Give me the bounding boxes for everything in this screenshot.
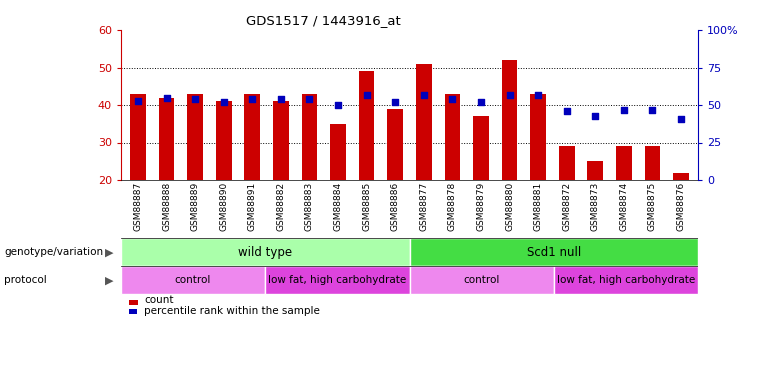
Point: [589, 112, 601, 118]
Bar: [359, 71, 374, 180]
Bar: [159, 98, 175, 180]
Bar: [445, 94, 460, 180]
Bar: [502, 60, 517, 180]
Text: GSM88884: GSM88884: [334, 182, 342, 231]
Bar: [273, 101, 289, 180]
Text: GSM88881: GSM88881: [534, 182, 543, 231]
Bar: [330, 124, 346, 180]
Bar: [554, 266, 698, 294]
Point: [446, 96, 459, 102]
Text: low fat, high carbohydrate: low fat, high carbohydrate: [557, 275, 695, 285]
Text: GSM88885: GSM88885: [362, 182, 371, 231]
Point: [132, 98, 144, 104]
Text: GSM88887: GSM88887: [133, 182, 143, 231]
Point: [218, 99, 230, 105]
Text: wild type: wild type: [238, 246, 292, 259]
Point: [189, 96, 201, 102]
Text: GSM88876: GSM88876: [676, 182, 686, 231]
Bar: [644, 146, 660, 180]
Text: percentile rank within the sample: percentile rank within the sample: [144, 306, 320, 316]
Bar: [587, 161, 603, 180]
Text: control: control: [175, 275, 211, 285]
Point: [303, 96, 316, 102]
Point: [503, 92, 516, 98]
Text: GSM88882: GSM88882: [276, 182, 285, 231]
Text: GSM88872: GSM88872: [562, 182, 571, 231]
Text: GSM88874: GSM88874: [619, 182, 629, 231]
Text: GSM88888: GSM88888: [162, 182, 171, 231]
Bar: [473, 116, 489, 180]
Text: protocol: protocol: [4, 275, 47, 285]
Bar: [187, 94, 203, 180]
Text: GSM88875: GSM88875: [648, 182, 657, 231]
Bar: [416, 64, 431, 180]
Point: [618, 106, 630, 112]
Point: [246, 96, 259, 102]
Text: GSM88886: GSM88886: [391, 182, 399, 231]
Bar: [616, 146, 632, 180]
Bar: [673, 172, 689, 180]
Bar: [410, 266, 554, 294]
Text: GSM88890: GSM88890: [219, 182, 229, 231]
Text: GSM88889: GSM88889: [190, 182, 200, 231]
Bar: [530, 94, 546, 180]
Text: ▶: ▶: [105, 275, 113, 285]
Bar: [410, 238, 698, 266]
Text: low fat, high carbohydrate: low fat, high carbohydrate: [268, 275, 406, 285]
Text: GSM88883: GSM88883: [305, 182, 314, 231]
Text: GSM88879: GSM88879: [477, 182, 485, 231]
Bar: [216, 101, 232, 180]
Text: Scd1 null: Scd1 null: [526, 246, 581, 259]
Text: control: control: [463, 275, 500, 285]
Text: GSM88878: GSM88878: [448, 182, 457, 231]
Point: [560, 108, 573, 114]
Bar: [265, 266, 410, 294]
Point: [532, 92, 544, 98]
Text: GSM88891: GSM88891: [248, 182, 257, 231]
Text: GSM88873: GSM88873: [590, 182, 600, 231]
Bar: [130, 94, 146, 180]
Text: GSM88880: GSM88880: [505, 182, 514, 231]
Point: [675, 116, 687, 122]
Bar: [244, 94, 261, 180]
Point: [646, 106, 658, 112]
Bar: [558, 146, 575, 180]
Title: GDS1517 / 1443916_at: GDS1517 / 1443916_at: [246, 15, 400, 27]
Bar: [121, 266, 265, 294]
Point: [161, 94, 173, 100]
Bar: [121, 238, 410, 266]
Text: genotype/variation: genotype/variation: [4, 247, 103, 257]
Text: GSM88877: GSM88877: [420, 182, 428, 231]
Point: [417, 92, 430, 98]
Point: [275, 96, 287, 102]
Point: [475, 99, 488, 105]
Text: ▶: ▶: [105, 247, 113, 257]
Point: [332, 102, 344, 108]
Bar: [388, 109, 403, 180]
Point: [360, 92, 373, 98]
Text: count: count: [144, 296, 174, 306]
Point: [389, 99, 402, 105]
Bar: [302, 94, 317, 180]
